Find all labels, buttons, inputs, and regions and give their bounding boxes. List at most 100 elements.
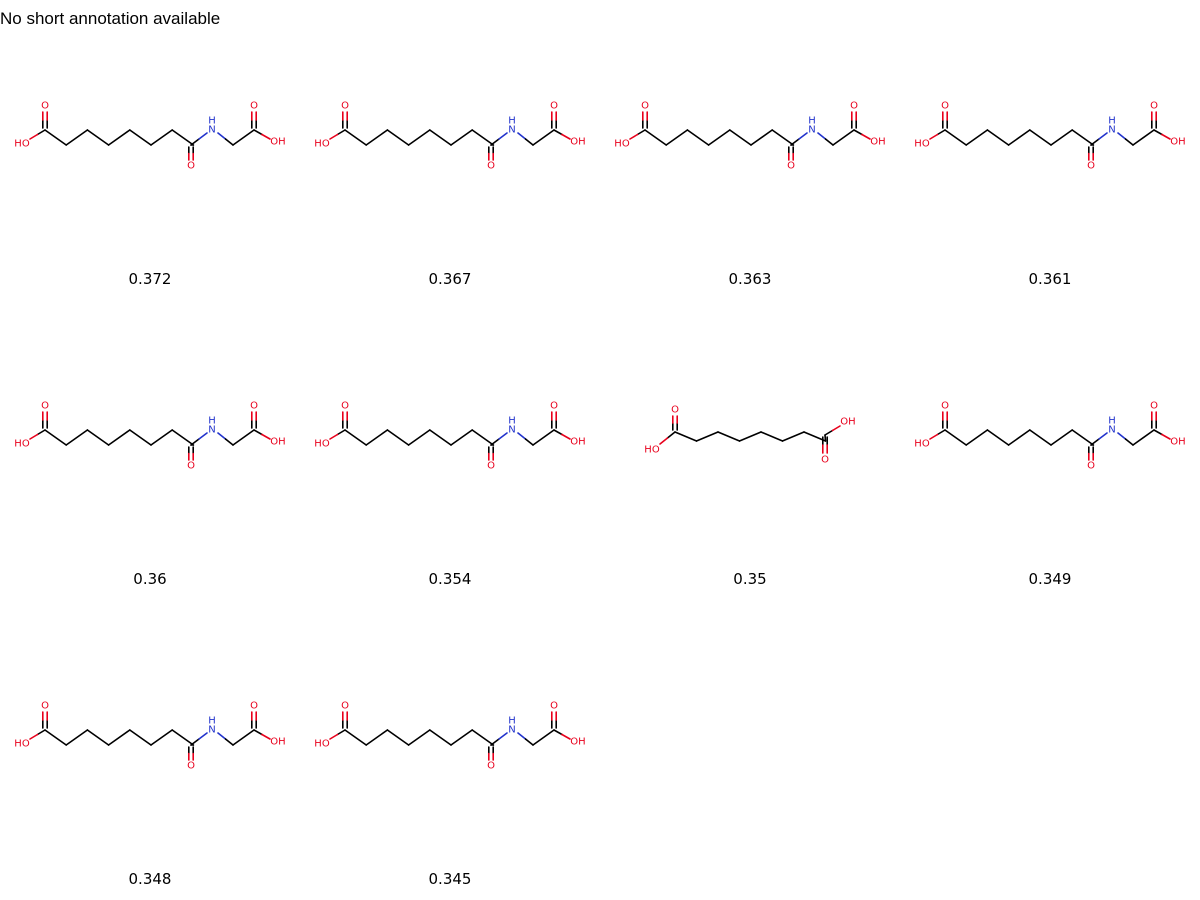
similarity-score: 0.367 [428, 270, 472, 288]
bond [1124, 438, 1134, 446]
bond [824, 429, 834, 436]
hydroxyl-group: HO [914, 139, 930, 150]
chain-bond [65, 729, 89, 746]
nitrogen-atom: N [508, 125, 515, 136]
oxygen-atom: O [1087, 161, 1095, 172]
chain-bond [450, 129, 473, 146]
bond [329, 733, 339, 740]
bond [217, 432, 227, 440]
oxygen-atom: O [41, 101, 49, 112]
bond [190, 138, 200, 146]
oxygen-atom: O [787, 161, 795, 172]
chain-bond [232, 729, 255, 746]
hydroxyl-group: HO [314, 739, 330, 750]
oxygen-atom: O [487, 161, 495, 172]
page-title: No short annotation available [0, 9, 221, 28]
bond [517, 132, 527, 140]
bond [936, 429, 946, 436]
hydroxyl-group: HO [914, 439, 930, 450]
chain-bond [944, 429, 967, 446]
chain-bond [471, 729, 495, 746]
nitrogen-hydrogen: H [508, 716, 516, 727]
bond [217, 132, 227, 140]
bond [190, 438, 200, 446]
chain-bond [86, 729, 110, 746]
oxygen-atom: O [550, 701, 558, 712]
molecule-cell: O HO O N H O OH 0.372 [0, 0, 300, 300]
bond [824, 138, 834, 146]
oxygen-atom: O [671, 405, 679, 416]
chain-bond [129, 429, 152, 446]
bond [490, 738, 500, 746]
bond [261, 733, 271, 740]
chain-bond [695, 431, 719, 442]
nitrogen-atom: N [1108, 425, 1115, 436]
nitrogen-atom: N [208, 125, 215, 136]
bond [798, 132, 808, 140]
bond [524, 138, 534, 146]
chain-bond [803, 431, 827, 442]
chain-bond [450, 429, 473, 446]
chain-bond [344, 729, 367, 746]
bond [561, 433, 571, 440]
chain-bond [344, 129, 367, 146]
bond [1161, 433, 1171, 440]
similarity-score: 0.354 [428, 570, 472, 588]
bond [253, 429, 263, 436]
chain-bond [171, 729, 195, 746]
oxygen-atom: O [341, 101, 349, 112]
oxygen-atom: O [487, 461, 495, 472]
hydroxyl-group: HO [14, 739, 30, 750]
bond [831, 425, 841, 432]
chain-bond [1132, 129, 1155, 146]
chain-bond [944, 129, 967, 146]
similarity-score: 0.345 [428, 870, 472, 888]
oxygen-atom: O [850, 101, 858, 112]
chain-bond [171, 429, 195, 446]
hydroxyl-group: HO [644, 445, 660, 456]
oxygen-atom: O [550, 401, 558, 412]
chain-bond [232, 429, 255, 446]
chain-bond [171, 129, 195, 146]
molecule-cell: O HO O N H O OH 0.354 [300, 300, 600, 600]
bond [524, 438, 534, 446]
similarity-score: 0.349 [1028, 570, 1072, 588]
hydroxyl-group: OH [570, 437, 585, 448]
chain-bond [44, 129, 67, 146]
bond [329, 133, 339, 140]
bond [666, 431, 676, 439]
bond [1153, 429, 1163, 436]
nitrogen-atom: N [508, 425, 515, 436]
molecule-cell: O HO O N H O OH 0.36 [0, 300, 300, 600]
bond [553, 429, 563, 436]
bond [817, 132, 827, 140]
oxygen-atom: O [341, 401, 349, 412]
bond [498, 432, 508, 440]
oxygen-atom: O [250, 101, 258, 112]
bond [1161, 133, 1171, 140]
chain-bond [965, 429, 989, 446]
bond [336, 729, 346, 736]
nitrogen-atom: N [208, 725, 215, 736]
bond [629, 133, 639, 140]
similarity-score: 0.363 [728, 270, 772, 288]
bond [936, 129, 946, 136]
hydroxyl-group: HO [614, 139, 630, 150]
bond [198, 432, 208, 440]
chain-bond [386, 429, 410, 446]
bond [36, 429, 46, 436]
chain-bond [86, 429, 110, 446]
bond [261, 433, 271, 440]
chain-bond [365, 729, 389, 746]
bond [1090, 138, 1100, 146]
molecule-cell: O HO O N H O OH 0.345 [300, 600, 600, 900]
hydroxyl-group: OH [570, 137, 585, 148]
chain-bond [65, 129, 89, 146]
chain-bond [717, 431, 741, 442]
oxygen-atom: O [550, 101, 558, 112]
chain-bond [107, 429, 131, 446]
